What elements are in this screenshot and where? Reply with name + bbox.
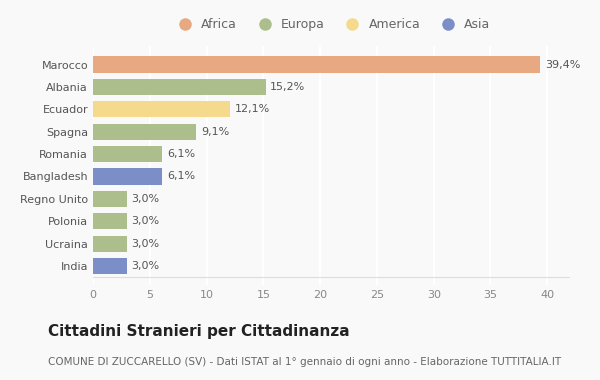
Bar <box>93 146 162 162</box>
Legend: Africa, Europa, America, Asia: Africa, Europa, America, Asia <box>170 16 493 34</box>
Bar <box>93 258 127 274</box>
Bar <box>93 101 230 117</box>
Text: 12,1%: 12,1% <box>235 105 270 114</box>
Text: Cittadini Stranieri per Cittadinanza: Cittadini Stranieri per Cittadinanza <box>48 324 350 339</box>
Text: 3,0%: 3,0% <box>131 239 160 249</box>
Text: 15,2%: 15,2% <box>270 82 305 92</box>
Bar <box>93 213 127 230</box>
Bar <box>93 191 127 207</box>
Text: 6,1%: 6,1% <box>167 149 195 159</box>
Bar <box>93 236 127 252</box>
Bar <box>93 57 541 73</box>
Bar <box>93 168 162 185</box>
Text: 3,0%: 3,0% <box>131 261 160 271</box>
Text: 39,4%: 39,4% <box>545 60 580 70</box>
Bar <box>93 79 266 95</box>
Text: 9,1%: 9,1% <box>201 127 229 137</box>
Text: 3,0%: 3,0% <box>131 216 160 226</box>
Text: 6,1%: 6,1% <box>167 171 195 182</box>
Text: 3,0%: 3,0% <box>131 194 160 204</box>
Bar <box>93 124 196 140</box>
Text: COMUNE DI ZUCCARELLO (SV) - Dati ISTAT al 1° gennaio di ogni anno - Elaborazione: COMUNE DI ZUCCARELLO (SV) - Dati ISTAT a… <box>48 357 561 367</box>
